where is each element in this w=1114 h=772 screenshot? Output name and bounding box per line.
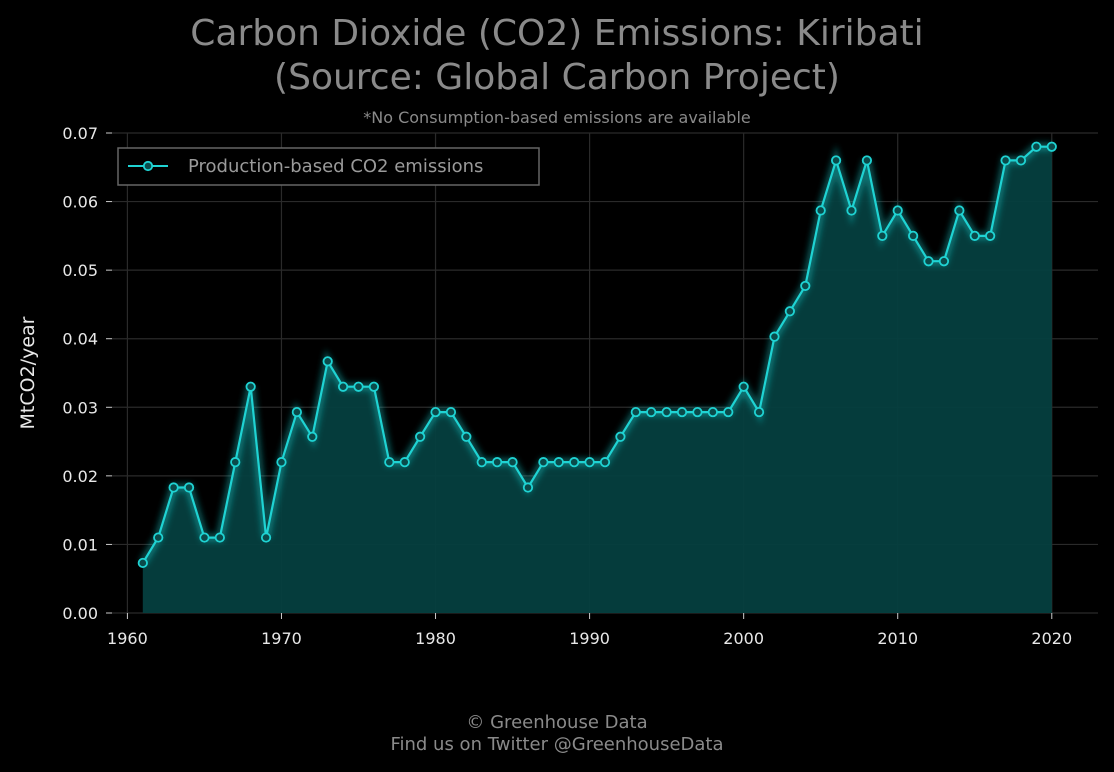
data-point — [861, 155, 873, 166]
data-point — [615, 431, 626, 442]
x-tick-label: 1960 — [107, 629, 148, 648]
data-point — [738, 381, 749, 392]
data-point — [985, 230, 996, 241]
data-point — [368, 381, 380, 392]
data-point — [199, 532, 210, 543]
data-point — [1015, 155, 1027, 166]
data-point — [661, 406, 672, 418]
x-tick-label: 2000 — [723, 629, 764, 648]
data-point — [337, 381, 349, 392]
legend-box — [117, 147, 540, 186]
x-tick-label: 2010 — [877, 629, 918, 648]
x-tick-label: 1980 — [415, 629, 456, 648]
y-tick-label: 0.06 — [62, 193, 98, 212]
legend-marker — [142, 160, 154, 172]
y-tick-label: 0.01 — [62, 535, 98, 554]
footer-twitter: Find us on Twitter @GreenhouseData — [390, 734, 724, 755]
data-point — [153, 532, 164, 543]
x-tick-label: 1970 — [261, 629, 302, 648]
data-point — [753, 406, 765, 418]
data-point — [399, 457, 410, 468]
data-point — [630, 406, 641, 418]
footer-credit: © Greenhouse Data — [466, 712, 648, 733]
data-point — [569, 457, 580, 468]
data-point — [877, 230, 888, 241]
y-tick-label: 0.00 — [62, 604, 98, 623]
y-tick-label: 0.07 — [62, 124, 98, 143]
data-point — [353, 381, 364, 392]
data-point — [230, 457, 241, 468]
data-point — [707, 406, 718, 418]
data-point — [908, 230, 919, 241]
data-point — [260, 532, 272, 543]
series-area-fill — [142, 146, 1052, 613]
data-point — [461, 431, 472, 442]
data-point — [815, 205, 826, 216]
data-point — [522, 482, 534, 493]
data-point — [676, 406, 688, 418]
data-point — [800, 280, 811, 292]
chart-area: 1960 1970 1980 1990 2000 2010 2020 0.00 0.01 0.02… — [17, 124, 1098, 648]
data-point — [507, 457, 518, 468]
data-point — [492, 457, 503, 468]
data-point — [538, 457, 549, 468]
data-point — [137, 557, 148, 569]
data-point — [183, 482, 195, 493]
y-tick-label: 0.03 — [62, 398, 98, 417]
data-point — [214, 532, 225, 543]
y-axis-label: MtCO2/year — [17, 316, 39, 429]
data-point — [646, 406, 657, 418]
y-tick-label: 0.05 — [62, 261, 98, 280]
data-point — [954, 205, 965, 216]
y-tick-label: 0.02 — [62, 467, 98, 486]
data-point — [846, 205, 857, 216]
data-point — [384, 457, 395, 468]
chart-title-line1: Carbon Dioxide (CO2) Emissions: Kiribati — [190, 13, 924, 54]
data-point — [784, 306, 795, 317]
data-point — [1046, 141, 1057, 152]
chart-subtitle: *No Consumption-based emissions are avai… — [363, 108, 751, 127]
data-point — [938, 256, 950, 267]
data-point — [923, 256, 934, 267]
data-point — [892, 205, 903, 216]
legend-label: Production-based CO2 emissions — [188, 156, 483, 177]
data-point — [969, 230, 980, 241]
data-point — [415, 431, 426, 442]
data-point — [430, 406, 441, 418]
data-point — [445, 406, 457, 418]
data-point — [322, 356, 333, 367]
data-point — [168, 482, 179, 493]
data-point — [584, 457, 595, 468]
data-point — [599, 457, 611, 468]
data-point — [553, 457, 564, 468]
data-point — [830, 155, 842, 166]
y-tick-label: 0.04 — [62, 330, 98, 349]
data-point — [723, 406, 734, 418]
data-point — [291, 406, 302, 418]
data-point — [245, 381, 256, 392]
data-point — [692, 406, 703, 418]
data-point — [307, 431, 318, 442]
data-point — [769, 331, 780, 342]
data-point — [276, 457, 287, 468]
chart-title-line2: (Source: Global Carbon Project) — [274, 57, 840, 98]
data-point — [476, 457, 487, 468]
data-point — [1000, 155, 1011, 166]
x-tick-label: 2020 — [1031, 629, 1072, 648]
data-point — [1031, 141, 1042, 152]
x-tick-label: 1990 — [569, 629, 610, 648]
